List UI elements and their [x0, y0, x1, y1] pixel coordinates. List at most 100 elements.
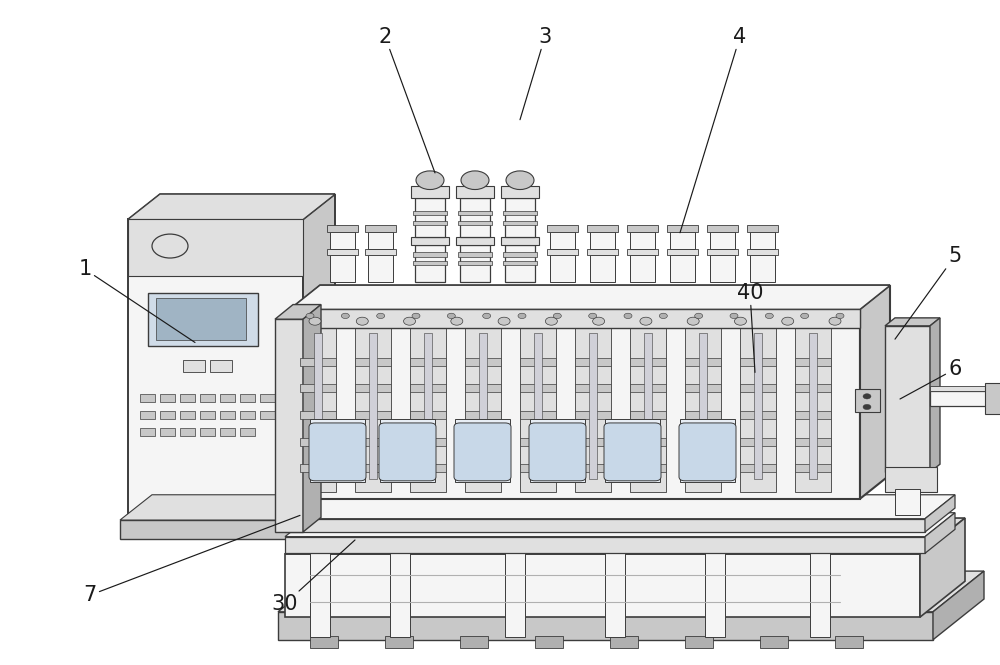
Bar [670, 255, 695, 282]
Bar [365, 249, 396, 255]
Bar [685, 464, 721, 472]
Bar [458, 211, 492, 215]
Bar [200, 411, 215, 419]
Bar [368, 232, 393, 249]
Polygon shape [290, 285, 890, 309]
Bar [740, 411, 776, 419]
Bar [330, 232, 355, 249]
Bar [280, 411, 295, 419]
Bar [456, 237, 494, 245]
Polygon shape [128, 194, 335, 219]
Bar [368, 255, 393, 282]
Bar [200, 394, 215, 402]
Bar [795, 464, 831, 472]
Bar [575, 384, 611, 392]
Bar [503, 211, 537, 215]
Bar [667, 249, 698, 255]
Bar [589, 332, 597, 479]
Bar [465, 384, 501, 392]
FancyBboxPatch shape [309, 423, 366, 481]
Bar [630, 411, 666, 419]
Bar [575, 438, 611, 446]
Bar [413, 261, 447, 265]
Polygon shape [285, 518, 965, 554]
Bar [895, 489, 920, 515]
Bar [160, 411, 175, 419]
Bar [685, 438, 721, 446]
Text: 3: 3 [520, 27, 552, 120]
Circle shape [518, 313, 526, 319]
Bar [685, 411, 721, 419]
Bar [410, 411, 446, 419]
Bar [456, 186, 494, 198]
Bar [530, 419, 585, 482]
Bar [930, 386, 995, 391]
Bar [855, 389, 880, 412]
Bar [148, 293, 258, 346]
Circle shape [553, 313, 561, 319]
Bar [590, 255, 615, 282]
Bar [685, 319, 721, 492]
Bar [300, 464, 336, 472]
Polygon shape [885, 318, 940, 326]
Bar [587, 225, 618, 232]
Bar [760, 636, 788, 648]
Bar [310, 419, 365, 482]
Bar [410, 319, 446, 492]
Bar [460, 198, 490, 237]
Bar [300, 384, 336, 392]
Bar [465, 411, 501, 419]
Bar [501, 237, 539, 245]
Bar [740, 384, 776, 392]
Bar [180, 394, 195, 402]
Bar [128, 219, 303, 276]
Circle shape [498, 317, 510, 325]
Bar [300, 358, 336, 366]
Bar [505, 245, 535, 282]
Bar [300, 319, 336, 492]
FancyBboxPatch shape [454, 423, 511, 481]
Polygon shape [275, 319, 303, 532]
Text: 5: 5 [895, 246, 962, 339]
Bar [413, 211, 447, 215]
Bar [740, 358, 776, 366]
Bar [300, 458, 330, 472]
Bar [411, 237, 449, 245]
Bar [795, 319, 831, 492]
Circle shape [659, 313, 667, 319]
Bar [240, 411, 255, 419]
Bar [547, 249, 578, 255]
Bar [503, 261, 537, 265]
Bar [369, 332, 377, 479]
Bar [627, 225, 658, 232]
Circle shape [447, 313, 455, 319]
FancyBboxPatch shape [604, 423, 661, 481]
Bar [501, 186, 539, 198]
Bar [605, 419, 660, 482]
Bar [355, 464, 391, 472]
Bar [210, 360, 232, 372]
Circle shape [695, 313, 703, 319]
Bar [550, 232, 575, 249]
Polygon shape [303, 194, 335, 522]
Bar [410, 438, 446, 446]
Bar [458, 252, 492, 257]
Bar [300, 446, 330, 460]
Bar [180, 411, 195, 419]
Bar [667, 225, 698, 232]
Circle shape [377, 313, 385, 319]
Bar [710, 232, 735, 249]
Polygon shape [920, 518, 965, 617]
Circle shape [461, 171, 489, 190]
Circle shape [801, 313, 809, 319]
Bar [795, 358, 831, 366]
Bar [415, 198, 445, 237]
Bar [707, 249, 738, 255]
Bar [458, 261, 492, 265]
Bar [520, 411, 556, 419]
Text: 7: 7 [83, 515, 300, 605]
Polygon shape [925, 495, 955, 532]
FancyBboxPatch shape [379, 423, 436, 481]
Bar [520, 358, 556, 366]
Bar [587, 249, 618, 255]
